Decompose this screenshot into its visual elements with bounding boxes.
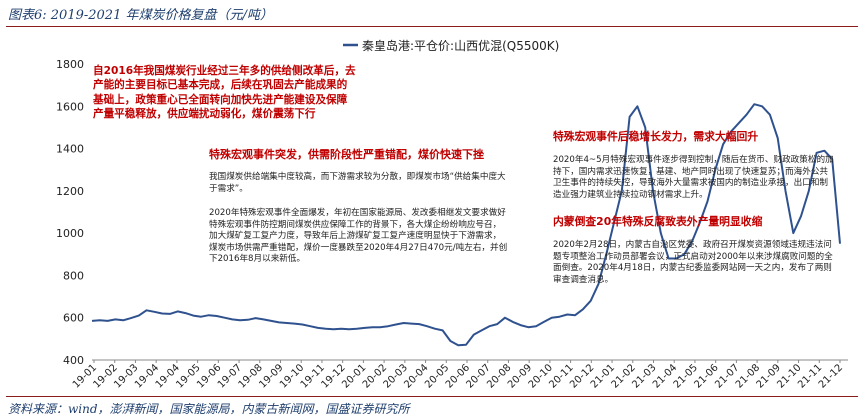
annotation-heading-inner-mongolia: 内蒙倒查20年特殊反腐致表外产量明显收缩 <box>553 215 833 230</box>
x-axis: 19-0119-0219-0319-0419-0419-0519-0619-07… <box>71 359 848 391</box>
y-tick-label: 400 <box>63 354 84 367</box>
y-tick-label: 800 <box>63 269 84 282</box>
annotation-para-recovery: 2020年4~5月特殊宏观事件逐步得到控制，随后在货币、财政政策松的加持下，国内… <box>553 155 835 201</box>
annotation-text: 2020年特殊宏观事件全面爆发，年初在国家能源局、发改委相继发文要求做好特殊宏观… <box>209 208 508 265</box>
bottom-divider <box>6 396 858 397</box>
y-tick-label: 1400 <box>56 143 84 156</box>
figure-title: 图表6: 2019-2021 年煤炭价格复盘（元/吨） <box>8 8 273 23</box>
annotation-heading-recovery: 特殊宏观事件后稳增长发力，需求大幅回升 <box>553 130 833 145</box>
source-note: 资料来源：wind，澎湃新闻，国家能源局，内蒙古新闻网，国盛证券研究所 <box>8 402 410 416</box>
annotation-heading: 特殊宏观事件后稳增长发力，需求大幅回升 <box>553 130 759 143</box>
annotation-text: 2020年2月28日，内蒙古自治区党委、政府召开煤炭资源领域违规违法问题专项整治… <box>553 240 833 285</box>
annotation-heading: 特殊宏观事件突发，供需阶段性严重错配，煤价快速下挫 <box>209 148 484 161</box>
plot-area <box>91 103 841 347</box>
line-chart: 400 600 800 1000 1200 1400 1600 1800 19-0119-02… <box>56 38 848 391</box>
series-line <box>91 103 841 347</box>
y-tick-label: 1600 <box>56 100 84 113</box>
legend-label: 秦皇岛港:平仓价:山西优混(Q5500K) <box>362 38 559 53</box>
legend: 秦皇岛港:平仓价:山西优混(Q5500K) <box>343 38 559 53</box>
annotation-para-2020-crash: 2020年特殊宏观事件全面爆发，年初在国家能源局、发改委相继发文要求做好特殊宏观… <box>209 208 509 266</box>
y-tick-label: 1200 <box>56 185 84 198</box>
y-tick-label: 1000 <box>56 227 84 240</box>
y-tick-label: 600 <box>63 312 84 325</box>
y-tick-label: 1800 <box>56 58 84 71</box>
annotation-text: 我国煤炭供给端集中度较高，而下游需求较为分散，即煤炭市场“供给集中度大于需求”。 <box>209 172 506 194</box>
annotation-para-concentration: 我国煤炭供给端集中度较高，而下游需求较为分散，即煤炭市场“供给集中度大于需求”。 <box>209 172 509 195</box>
annotation-heading-demand-shock: 特殊宏观事件突发，供需阶段性严重错配，煤价快速下挫 <box>209 148 509 163</box>
annotation-text: 2020年4~5月特殊宏观事件逐步得到控制，随后在货币、财政政策松的加持下，国内… <box>553 155 834 200</box>
annotation-box-supply-reform: 自2016年我国煤炭行业经过三年多的供给侧改革后，去产能的主要目标已基本完成，后… <box>93 64 356 121</box>
annotation-heading: 内蒙倒查20年特殊反腐致表外产量明显收缩 <box>553 215 763 228</box>
x-tick-label: 21-12 <box>817 362 845 390</box>
annotation-para-inner-mongolia: 2020年2月28日，内蒙古自治区党委、政府召开煤炭资源领域违规违法问题专项整治… <box>553 240 835 286</box>
annotation-text: 自2016年我国煤炭行业经过三年多的供给侧改革后，去产能的主要目标已基本完成，后… <box>93 65 356 120</box>
top-divider <box>6 26 858 27</box>
y-axis: 400 600 800 1000 1200 1400 1600 1800 <box>56 58 84 367</box>
figure-header: 图表6: 2019-2021 年煤炭价格复盘（元/吨） <box>0 0 864 26</box>
